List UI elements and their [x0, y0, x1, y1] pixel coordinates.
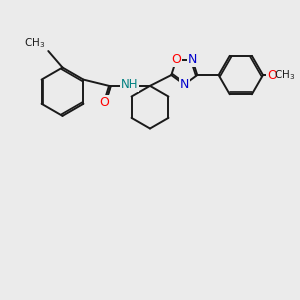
Text: CH$_3$: CH$_3$ — [24, 36, 45, 50]
Text: O: O — [267, 69, 277, 82]
Text: O: O — [99, 96, 109, 109]
Text: N: N — [180, 78, 189, 91]
Text: CH$_3$: CH$_3$ — [274, 68, 296, 82]
Text: N: N — [188, 53, 197, 66]
Text: O: O — [171, 53, 181, 66]
Text: NH: NH — [121, 78, 138, 91]
